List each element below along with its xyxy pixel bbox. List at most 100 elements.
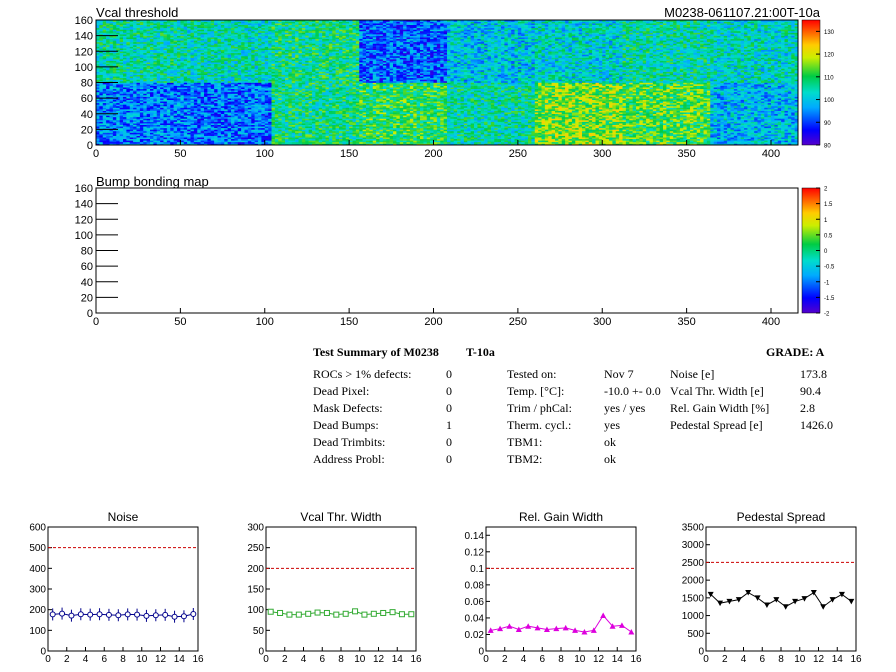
pixel-cell [420,135,424,138]
pixel-cell [379,138,384,141]
pixel-cell [673,137,677,140]
pixel-cell [727,143,731,146]
pixel-cell [207,138,212,141]
pixel-cell [261,130,266,133]
pixel-cell [744,141,748,144]
pixel-cell [737,135,741,138]
pixel-cell [690,129,694,132]
pixel-cell [723,126,728,129]
pixel-cell [700,137,704,140]
pixel-cell [308,130,313,133]
pixel-cell [504,140,509,143]
pixel-cell [477,129,482,132]
pixel-cell [693,140,698,143]
pixel-cell [636,127,640,130]
pixel-cell [285,140,289,143]
pixel-cell [487,134,492,136]
pixel-cell [538,137,542,140]
pixel-cell [237,130,242,133]
pixel-cell [781,140,785,143]
pixel-cell [706,132,711,135]
pixel-cell [521,129,525,132]
pixel-cell [598,127,603,130]
pixel-cell [305,126,309,129]
pixel-cell [301,126,306,129]
pixel-cell [231,127,235,130]
pixel-cell [686,134,691,136]
pixel-cell [153,138,158,141]
pixel-cell [177,134,181,136]
pixel-cell [166,124,171,127]
pixel-cell [281,138,286,141]
pixel-cell [237,140,242,143]
pixel-cell [214,132,218,135]
pixel-cell [382,132,387,135]
pixel-cell [301,129,306,132]
pixel-cell [568,138,573,141]
pixel-cell [379,129,384,132]
pixel-cell [477,140,482,143]
pixel-cell [480,140,485,143]
pixel-cell [484,127,488,130]
pixel-cell [507,135,512,138]
pixel-cell [227,138,232,141]
pixel-cell [183,127,188,130]
pixel-cell [423,140,428,143]
pixel-cell [558,129,563,132]
pixel-cell [406,140,411,143]
pixel-cell [359,143,363,146]
pixel-cell [389,143,394,146]
pixel-cell [166,135,171,138]
pixel-cell [504,126,509,129]
pixel-cell [551,129,556,132]
pixel-cell [335,137,340,140]
pixel-cell [447,141,451,144]
pixel-cell [484,141,488,144]
pixel-cell [555,141,559,144]
pixel-cell [244,138,249,141]
pixel-cell [487,140,492,143]
pixel-cell [258,130,262,133]
pixel-cell [143,143,147,146]
pixel-cell [720,141,725,144]
pixel-cell [740,127,745,130]
pixel-cell [767,143,772,146]
pixel-cell [764,140,768,143]
pixel-cell [679,140,684,143]
pixel-cell [207,126,212,129]
pixel-cell [413,135,417,138]
pixel-cell [720,143,725,146]
pixel-cell [787,127,792,130]
pixel-cell [254,132,259,135]
pixel-cell [774,140,779,143]
pixel-cell [129,135,134,138]
pixel-cell [170,140,174,143]
vcal-threshold-map: Vcal threshold M0238-061107.21:00T-10a 0… [75,5,835,160]
pixel-cell [629,137,633,140]
pixel-cell [571,135,576,138]
pixel-cell [528,132,532,135]
pixel-cell [487,130,492,133]
pixel-cell [477,141,482,144]
pixel-cell [784,141,789,144]
pixel-cell [376,140,380,143]
pixel-cell [376,143,380,146]
pixel-cell [325,138,330,141]
pixel-cell [258,141,262,144]
pixel-cell [501,140,505,143]
pixel-cell [318,130,323,133]
pixel-cell [210,134,215,136]
pixel-cell [629,135,633,138]
pixel-cell [403,143,407,146]
pixel-cell [713,143,718,146]
pixel-cell [592,141,596,144]
pixel-cell [578,132,583,135]
pixel-cell [325,134,330,136]
pixel-cell [737,140,741,143]
pixel-cell [332,135,336,138]
pixel-cell [595,127,600,130]
pixel-cell [339,126,343,129]
pixel-cell [355,129,360,132]
pixel-cell [777,137,782,140]
pixel-cell [163,140,168,143]
